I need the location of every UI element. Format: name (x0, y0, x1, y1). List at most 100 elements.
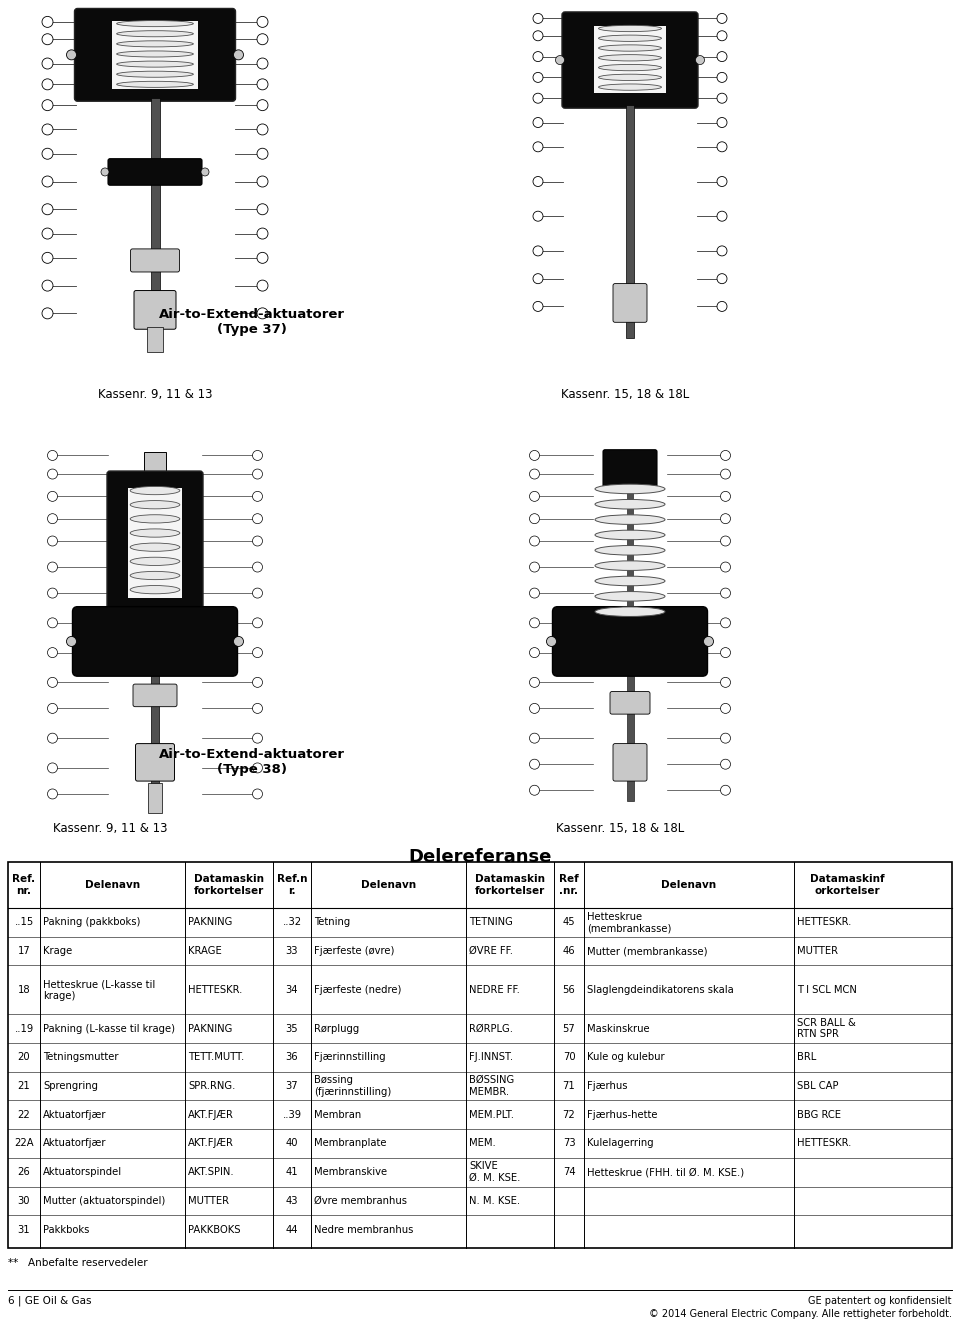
Text: Fjærinnstilling: Fjærinnstilling (314, 1053, 386, 1062)
Circle shape (717, 301, 727, 311)
Circle shape (717, 13, 727, 24)
Circle shape (47, 562, 58, 572)
Text: Kassenr. 15, 18 & 18L: Kassenr. 15, 18 & 18L (556, 822, 684, 835)
Circle shape (257, 100, 268, 111)
Circle shape (47, 678, 58, 687)
Text: BBG RCE: BBG RCE (797, 1110, 841, 1119)
Circle shape (47, 470, 58, 479)
Ellipse shape (116, 81, 193, 87)
Text: PAKKBOKS: PAKKBOKS (188, 1225, 241, 1235)
Circle shape (530, 678, 540, 687)
Circle shape (721, 786, 731, 795)
Text: Air-to-Extend-aktuatorer
(Type 38): Air-to-Extend-aktuatorer (Type 38) (159, 748, 345, 776)
Circle shape (42, 308, 53, 319)
Text: ..15: ..15 (14, 918, 34, 927)
Bar (8, 862, 952, 1249)
Circle shape (252, 451, 262, 460)
Text: SBL CAP: SBL CAP (797, 1081, 838, 1091)
Circle shape (47, 734, 58, 743)
Circle shape (721, 703, 731, 714)
Text: 71: 71 (563, 1081, 575, 1091)
Text: Aktuatorfjær: Aktuatorfjær (43, 1110, 107, 1119)
Text: Aktuatorspindel: Aktuatorspindel (43, 1167, 122, 1177)
Text: 72: 72 (563, 1110, 575, 1119)
Circle shape (252, 734, 262, 743)
Circle shape (257, 280, 268, 291)
Circle shape (533, 93, 543, 103)
Circle shape (257, 57, 268, 69)
Text: Delenavn: Delenavn (661, 880, 716, 890)
Bar (112, 21, 198, 88)
Ellipse shape (131, 515, 180, 523)
Circle shape (704, 636, 713, 647)
Text: 17: 17 (17, 946, 31, 956)
Circle shape (47, 763, 58, 772)
Text: PAKNING: PAKNING (188, 918, 232, 927)
Circle shape (533, 13, 543, 24)
FancyBboxPatch shape (73, 607, 237, 676)
Text: **   Anbefalte reservedeler: ** Anbefalte reservedeler (8, 1258, 148, 1269)
Text: 31: 31 (17, 1225, 31, 1235)
Ellipse shape (598, 55, 661, 61)
Circle shape (533, 211, 543, 221)
Circle shape (717, 273, 727, 284)
Text: AKT.SPIN.: AKT.SPIN. (188, 1167, 234, 1177)
FancyBboxPatch shape (562, 12, 698, 108)
Text: BØSSING
MEMBR.: BØSSING MEMBR. (469, 1075, 515, 1097)
Bar (626, 105, 634, 338)
Ellipse shape (598, 45, 661, 51)
FancyBboxPatch shape (107, 471, 203, 615)
Circle shape (530, 647, 540, 658)
Text: 45: 45 (563, 918, 575, 927)
Circle shape (47, 788, 58, 799)
Text: 56: 56 (563, 984, 575, 995)
Bar (151, 612, 159, 806)
FancyBboxPatch shape (553, 607, 708, 676)
Text: 74: 74 (563, 1167, 575, 1177)
Text: Datamaskin
forkortelser: Datamaskin forkortelser (475, 874, 545, 896)
Circle shape (717, 117, 727, 128)
Text: N. M. KSE.: N. M. KSE. (469, 1195, 520, 1206)
Ellipse shape (116, 31, 193, 37)
Circle shape (533, 176, 543, 187)
Text: 70: 70 (563, 1053, 575, 1062)
Bar (627, 671, 634, 802)
Text: PAKNING: PAKNING (188, 1023, 232, 1034)
Ellipse shape (598, 64, 661, 71)
Text: MUTTER: MUTTER (188, 1195, 229, 1206)
Text: Tetning: Tetning (314, 918, 350, 927)
Text: ØVRE FF.: ØVRE FF. (469, 946, 513, 956)
Text: Membranplate: Membranplate (314, 1138, 387, 1149)
Text: MEM.PLT.: MEM.PLT. (469, 1110, 514, 1119)
Ellipse shape (116, 51, 193, 57)
Text: FJ.INNST.: FJ.INNST. (469, 1053, 514, 1062)
Circle shape (530, 734, 540, 743)
Circle shape (530, 759, 540, 770)
Circle shape (717, 31, 727, 41)
Text: RØRPLG.: RØRPLG. (469, 1023, 513, 1034)
Text: 33: 33 (286, 946, 299, 956)
Text: 46: 46 (563, 946, 575, 956)
Text: NEDRE FF.: NEDRE FF. (469, 984, 520, 995)
Ellipse shape (131, 571, 180, 580)
Circle shape (717, 93, 727, 103)
Text: Tetningsmutter: Tetningsmutter (43, 1053, 118, 1062)
Circle shape (530, 536, 540, 546)
Text: Hetteskrue (L-kasse til
krage): Hetteskrue (L-kasse til krage) (43, 979, 156, 1000)
Text: Air-to-Extend-aktuatorer
(Type 37): Air-to-Extend-aktuatorer (Type 37) (159, 308, 345, 336)
FancyBboxPatch shape (75, 8, 235, 101)
Circle shape (533, 117, 543, 128)
Circle shape (201, 168, 209, 176)
Text: SKIVE
Ø. M. KSE.: SKIVE Ø. M. KSE. (469, 1162, 520, 1183)
Text: Kulelagerring: Kulelagerring (587, 1138, 654, 1149)
Text: Delereferanse: Delereferanse (408, 848, 552, 866)
Circle shape (530, 618, 540, 628)
FancyBboxPatch shape (131, 249, 180, 272)
Circle shape (42, 16, 53, 28)
Text: SCR BALL &
RTN SPR: SCR BALL & RTN SPR (797, 1018, 856, 1039)
Bar (128, 488, 182, 598)
Circle shape (533, 31, 543, 41)
Circle shape (252, 514, 262, 524)
Circle shape (252, 618, 262, 628)
FancyBboxPatch shape (603, 450, 657, 491)
